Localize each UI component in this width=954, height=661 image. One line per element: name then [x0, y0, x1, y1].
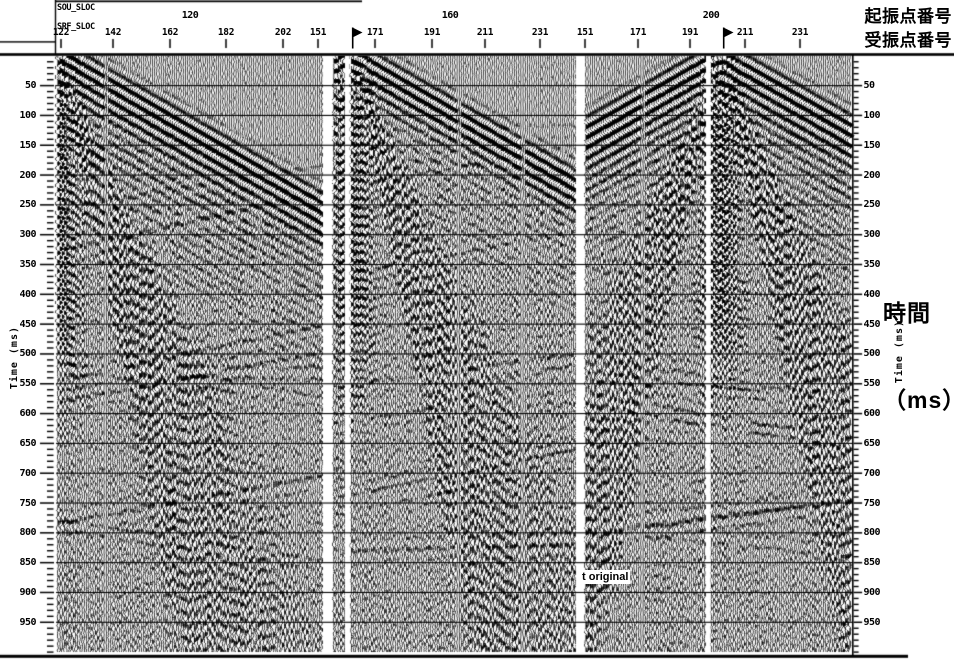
right-axis-tick-label: 950	[863, 616, 881, 628]
receiver-station-label: 231	[531, 27, 549, 38]
receiver-station-label: 151	[576, 27, 594, 38]
right-axis-tick-label: 350	[863, 259, 881, 270]
left-axis-tick-label: 350	[19, 259, 36, 270]
right-axis-tick-label: 750	[863, 497, 881, 509]
left-axis-tick-label: 250	[19, 199, 36, 211]
right-axis-tick-label: 150	[863, 139, 881, 151]
receiver-station-label: 211	[476, 27, 494, 38]
receiver-station-label: 171	[366, 27, 384, 38]
right-axis-tick-label: 400	[863, 288, 881, 300]
time-axis-label-jp-line1: 時間	[883, 300, 931, 326]
right-axis-tick-label: 850	[863, 557, 881, 569]
receiver-station-label: 191	[423, 27, 441, 38]
left-axis-tick-label: 300	[19, 229, 36, 241]
right-axis-tick-label: 600	[863, 408, 881, 420]
left-axis-tick-label: 950	[19, 616, 36, 628]
right-axis-tick-label: 300	[863, 229, 881, 241]
receiver-station-label: 151	[309, 27, 327, 38]
left-axis-tick-label: 200	[19, 169, 36, 181]
receiver-station-label: 211	[736, 27, 754, 38]
right-axis-tick-label: 200	[863, 169, 881, 181]
receiver-station-label: 202	[274, 27, 292, 38]
shot-point-number-label-jp: 起振点番号	[864, 7, 952, 26]
left-axis-tick-label: 800	[19, 527, 36, 539]
right-axis-tick-label: 800	[863, 527, 881, 539]
receiver-station-label: 142	[104, 27, 122, 38]
left-axis-tick-label: 750	[19, 497, 36, 509]
sou-sloc-label: SOU_SLOC	[57, 2, 95, 13]
right-axis-tick-label: 50	[863, 80, 876, 92]
left-axis-tick-label: 700	[19, 467, 36, 479]
left-axis-title-vertical: Time (ms)	[9, 326, 20, 390]
right-axis-tick-label: 500	[863, 348, 881, 360]
right-axis-tick-label: 100	[863, 109, 881, 121]
receiver-station-label: 122	[52, 27, 70, 38]
time-axis-label-jp-line2: （ms）	[883, 387, 954, 413]
source-flag-icon	[351, 27, 364, 54]
source-flag-icon	[722, 27, 735, 54]
receiver-point-number-label-jp: 受振点番号	[864, 31, 952, 50]
left-axis-tick-label: 150	[19, 139, 36, 151]
left-axis-tick-label: 400	[19, 288, 36, 300]
left-axis-tick-label: 450	[19, 318, 36, 330]
right-axis-tick-label: 550	[863, 378, 881, 390]
right-axis-tick-label: 250	[863, 199, 881, 211]
left-axis-tick-label: 900	[19, 586, 36, 598]
srf-sloc-label: SRF_SLOC	[57, 21, 95, 32]
right-axis-tick-label: 900	[863, 586, 881, 598]
source-location-label: 200	[702, 10, 720, 21]
source-location-label: 120	[181, 10, 199, 21]
source-location-label: 160	[441, 10, 459, 21]
left-axis-tick-label: 650	[19, 437, 36, 449]
plot-overlay-tag: t original	[580, 570, 631, 584]
left-axis-tick-label: 550	[19, 378, 36, 390]
left-axis-tick-label: 500	[19, 348, 36, 360]
receiver-station-label: 162	[161, 27, 179, 38]
receiver-station-label: 182	[217, 27, 235, 38]
right-axis-tick-label: 700	[863, 467, 881, 479]
receiver-station-label: 231	[791, 27, 809, 38]
right-axis-tick-label: 450	[863, 318, 881, 330]
right-axis-tick-label: 650	[863, 437, 881, 449]
left-axis-tick-label: 600	[19, 408, 36, 420]
left-axis-tick-label: 100	[19, 109, 36, 121]
receiver-station-label: 171	[629, 27, 647, 38]
left-axis-tick-label: 50	[24, 80, 37, 92]
left-axis-tick-label: 850	[19, 557, 36, 569]
time-axis-label-jp: 時間 （ms）	[883, 241, 954, 473]
receiver-station-label: 191	[681, 27, 699, 38]
